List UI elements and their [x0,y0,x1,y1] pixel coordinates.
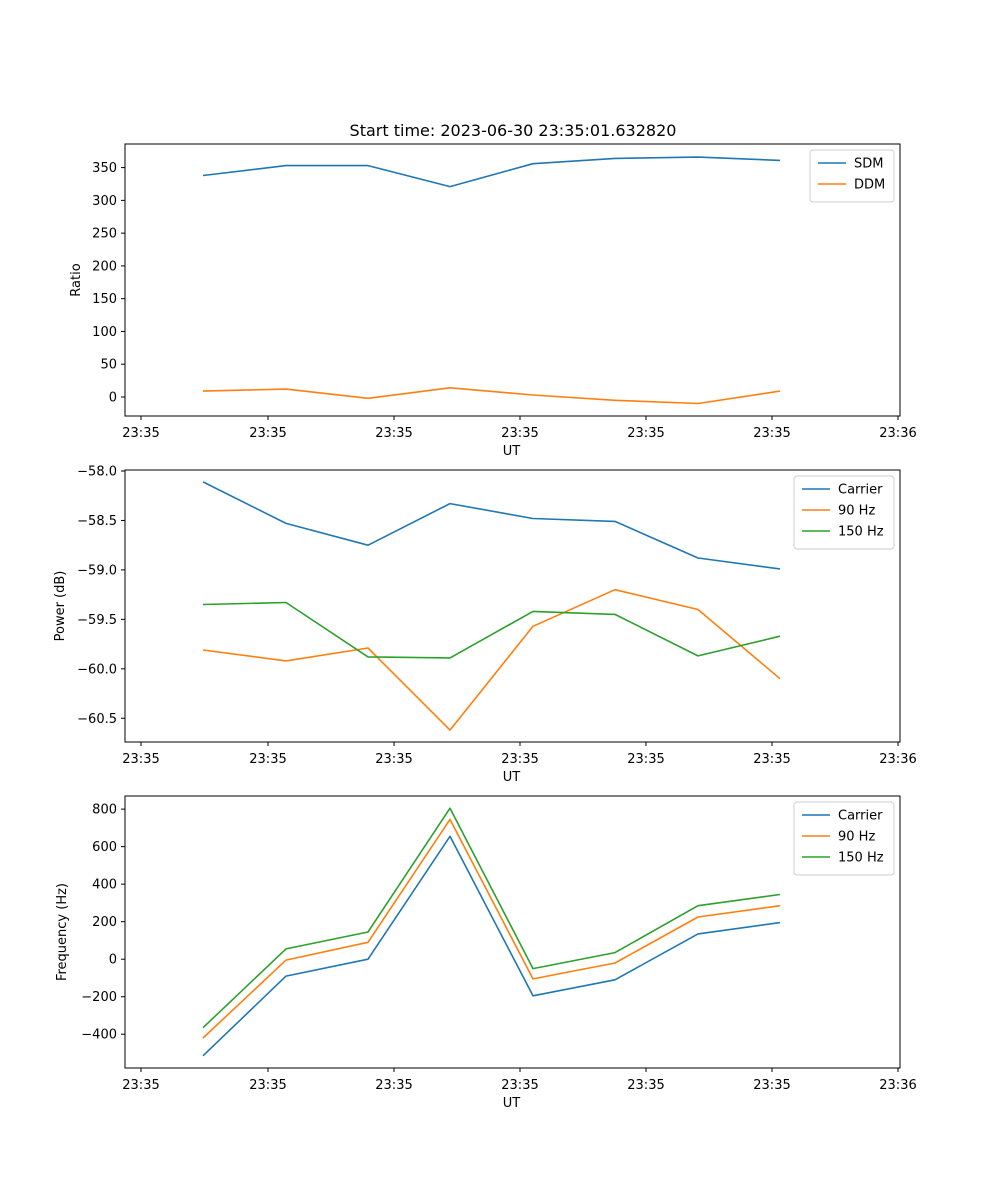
y-tick-label: −58.0 [77,464,117,479]
y-tick-label: 400 [92,878,117,893]
y-tick-label: 200 [92,259,117,274]
x-tick-label: 23:35 [122,426,159,441]
plot-frame [124,795,901,1069]
x-tick-label: 23:36 [879,1078,916,1093]
x-tick-label: 23:35 [122,1078,159,1093]
x-axis-label: UT [503,770,521,785]
series-line-carrier [202,481,781,570]
y-tick-label: 0 [109,953,117,968]
legend-label: DDM [854,178,885,193]
x-tick-label: 23:35 [753,1078,790,1093]
y-tick-label: 100 [92,325,117,340]
x-tick-label: 23:35 [753,752,790,767]
chart-panel-3: −400 −200 0 200 400 600 800 23:35 23:35 23:35 23:3… [55,795,917,1111]
legend-label: Carrier [838,483,883,498]
y-tick-label: −58.5 [77,514,117,529]
legend-label: 150 Hz [838,525,884,540]
y-tick-label: 800 [92,803,117,818]
x-tick-label: 23:35 [122,752,159,767]
legend-label: 90 Hz [838,830,875,845]
series-line-ddm [202,386,781,405]
x-tick-label: 23:35 [375,1078,412,1093]
y-tick-label: 150 [92,292,117,307]
x-tick-label: 23:35 [249,426,286,441]
y-axis-label: Power (dB) [53,571,68,642]
x-tick-label: 23:35 [627,426,664,441]
series-line-sdm [202,156,781,188]
figure-title: Start time: 2023-06-30 23:35:01.632820 [350,121,677,140]
y-tick-label: 200 [92,915,117,930]
legend: SDM DDM [809,149,895,203]
x-tick-label: 23:36 [879,752,916,767]
legend-label: 150 Hz [838,851,884,866]
legend: Carrier 90 Hz 150 Hz [793,801,895,876]
x-tick-label: 23:35 [249,752,286,767]
y-tick-label: −59.5 [77,613,117,628]
x-tick-label: 23:35 [753,426,790,441]
series-line-150-hz [202,807,781,1029]
x-axis-label: UT [503,1096,521,1111]
y-tick-label: −60.0 [77,662,117,677]
plot-frame [124,469,901,743]
x-tick-label: 23:36 [879,426,916,441]
x-tick-label: 23:35 [375,426,412,441]
y-tick-label: −60.5 [77,712,117,727]
legend: Carrier 90 Hz 150 Hz [793,475,895,550]
x-tick-label: 23:35 [501,1078,538,1093]
y-tick-label: 0 [109,390,117,405]
y-axis-label: Frequency (Hz) [55,883,70,981]
y-tick-label: −200 [81,990,117,1005]
series-line-90-hz [202,818,781,1039]
x-axis-label: UT [503,444,521,459]
legend-label: 90 Hz [838,504,875,519]
y-tick-label: 300 [92,194,117,209]
series-line-150-hz [202,601,781,659]
chart-panel-2: −60.5 −60.0 −59.5 −59.0 −58.5 −58.0 23:35 23:35… [53,464,917,785]
chart-panel-1: 0 50 100 150 200 250 300 350 23:35 23:35 23:35 23:3… [69,143,917,459]
y-tick-label: −59.0 [77,563,117,578]
x-tick-label: 23:35 [249,1078,286,1093]
x-tick-label: 23:35 [627,752,664,767]
legend-label: SDM [854,157,883,172]
y-tick-label: 50 [100,358,117,373]
x-tick-label: 23:35 [501,752,538,767]
y-tick-label: −400 [81,1028,117,1043]
plot-frame [124,143,901,417]
y-axis-label: Ratio [69,263,84,296]
y-tick-label: 600 [92,840,117,855]
x-tick-label: 23:35 [501,426,538,441]
y-tick-label: 350 [92,161,117,176]
chart-panels: 0 50 100 150 200 250 300 350 23:35 23:35 23:35 23:3… [53,143,917,1111]
x-tick-label: 23:35 [627,1078,664,1093]
x-tick-label: 23:35 [375,752,412,767]
y-tick-label: 250 [92,227,117,242]
series-line-carrier [202,835,781,1057]
legend-label: Carrier [838,809,883,824]
series-line-90-hz [202,588,781,731]
